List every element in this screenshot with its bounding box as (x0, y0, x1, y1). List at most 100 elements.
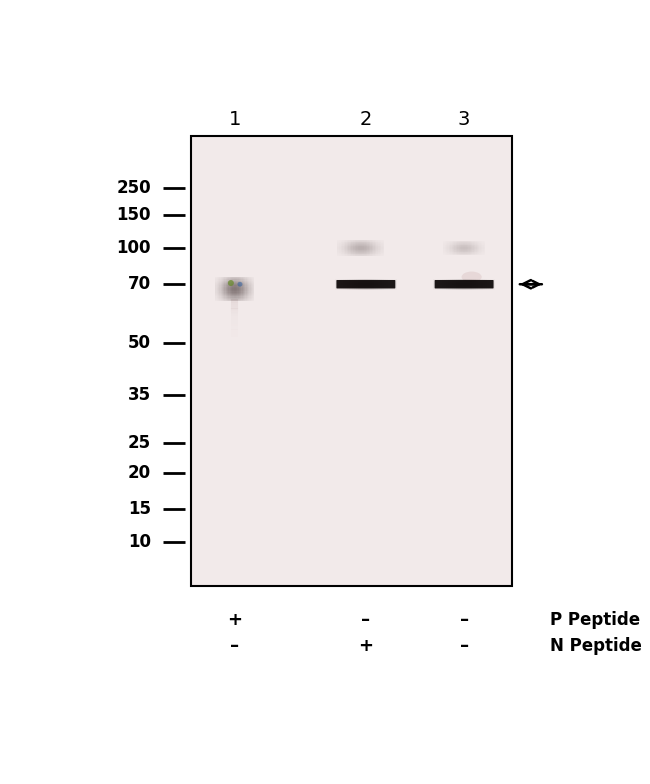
Bar (228, 279, 229, 281)
Bar (352, 251, 353, 252)
Bar (367, 253, 369, 254)
Bar (355, 255, 356, 256)
Bar (352, 244, 353, 245)
Bar (245, 299, 246, 300)
Bar (248, 285, 249, 287)
Bar (372, 255, 373, 256)
Bar (226, 288, 227, 289)
Text: P Peptide: P Peptide (550, 612, 640, 630)
Bar (342, 240, 344, 241)
Bar (223, 289, 224, 290)
Bar (355, 251, 356, 252)
Bar (250, 297, 252, 299)
Bar (236, 290, 237, 292)
Bar (219, 289, 220, 290)
Bar (236, 299, 237, 300)
Bar (364, 240, 365, 241)
Bar (245, 296, 246, 297)
Bar (224, 300, 226, 301)
Bar (375, 243, 376, 244)
Bar (337, 243, 339, 244)
Bar (359, 245, 361, 246)
Bar (216, 278, 218, 279)
Bar (372, 246, 373, 247)
Bar (373, 251, 375, 252)
Bar (215, 295, 216, 296)
Bar (220, 285, 222, 287)
Bar (339, 251, 341, 252)
Bar (365, 250, 367, 251)
Bar (352, 254, 353, 255)
Bar (248, 294, 249, 295)
Bar (352, 247, 353, 248)
Bar (226, 295, 227, 296)
Bar (253, 292, 254, 294)
Bar (376, 242, 378, 243)
Bar (231, 285, 232, 287)
Bar (350, 244, 352, 245)
Bar (373, 240, 375, 241)
Bar (232, 287, 233, 288)
Bar (341, 243, 342, 244)
Bar (345, 246, 346, 247)
Bar (383, 248, 384, 249)
Bar (359, 246, 361, 247)
Bar (341, 244, 342, 245)
Bar (227, 292, 228, 294)
Bar (356, 242, 358, 243)
Bar (237, 289, 239, 290)
Bar (370, 241, 372, 242)
Bar (228, 299, 229, 300)
Bar (376, 245, 378, 246)
Bar (352, 240, 353, 241)
Bar (216, 281, 218, 283)
Bar (353, 242, 355, 243)
Bar (361, 241, 363, 242)
Bar (233, 288, 235, 289)
Bar (361, 242, 363, 243)
Bar (245, 278, 246, 279)
Bar (372, 253, 373, 254)
Bar (228, 289, 229, 290)
Bar (223, 292, 224, 294)
Bar (355, 252, 356, 253)
Bar (226, 290, 227, 292)
Bar (383, 246, 384, 247)
Bar (365, 252, 367, 253)
Bar (253, 278, 254, 279)
Bar (359, 251, 361, 252)
Bar (381, 241, 383, 242)
Bar (361, 255, 363, 256)
Bar (361, 246, 363, 247)
Bar (353, 243, 355, 244)
Bar (244, 290, 245, 292)
Bar (244, 297, 245, 299)
Bar (232, 294, 233, 295)
Bar (233, 283, 235, 285)
Bar (242, 296, 244, 297)
Bar (240, 279, 241, 281)
Bar (337, 245, 339, 246)
Bar (380, 245, 381, 246)
Bar (253, 288, 254, 289)
Bar (250, 287, 252, 288)
Bar (365, 243, 367, 244)
Bar (342, 251, 344, 252)
Bar (235, 288, 236, 289)
Bar (341, 240, 342, 241)
Bar (226, 281, 227, 283)
Bar (241, 300, 242, 301)
Bar (237, 300, 239, 301)
Bar (370, 243, 372, 244)
Bar (348, 250, 350, 251)
Bar (236, 300, 237, 301)
Bar (236, 281, 237, 283)
Bar (218, 288, 219, 289)
Bar (250, 300, 252, 301)
Bar (216, 299, 218, 300)
Bar (233, 297, 235, 299)
Bar (242, 297, 244, 299)
Bar (344, 242, 345, 243)
Bar (249, 294, 250, 295)
Bar (244, 289, 245, 290)
